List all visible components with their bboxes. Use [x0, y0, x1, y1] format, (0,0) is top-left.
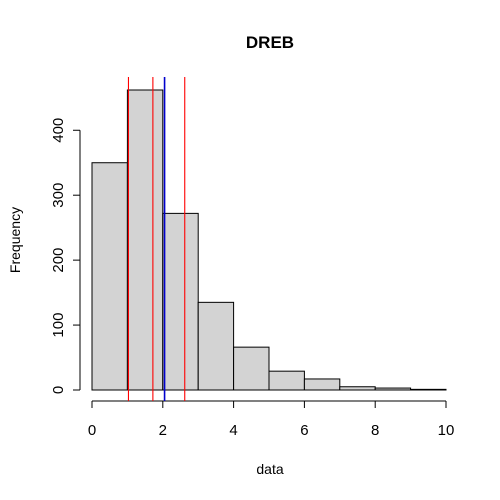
y-axis: 0 100 200 300 400 [50, 118, 81, 394]
x-tick-label: 0 [88, 422, 96, 439]
histogram-bar [197, 301, 235, 391]
histogram-bar [374, 387, 412, 391]
x-axis-label: data [256, 461, 283, 477]
y-tick-label: 200 [50, 248, 67, 273]
x-tick-label: 8 [371, 422, 379, 439]
x-tick-label: 4 [229, 422, 237, 439]
reference-lines [127, 77, 186, 401]
x-tick-label: 6 [300, 422, 308, 439]
histogram-bar [339, 386, 376, 391]
histogram-bar [303, 378, 341, 391]
y-tick-label: 400 [50, 118, 67, 143]
histogram-bar [162, 212, 199, 391]
y-tick-label: 0 [50, 386, 67, 394]
histogram-bar [410, 388, 447, 391]
y-tick-label: 300 [50, 183, 67, 208]
histogram-bar [91, 162, 128, 391]
x-tick-label: 2 [159, 422, 167, 439]
bars-group [91, 89, 447, 391]
histogram-bar [233, 346, 270, 391]
x-axis: 0 2 4 6 8 10 [88, 400, 455, 439]
histogram-bar [126, 89, 164, 391]
x-tick-label: 10 [438, 422, 455, 439]
histogram-bar [268, 370, 305, 391]
y-tick-label: 100 [50, 313, 67, 338]
y-axis-label: Frequency [7, 207, 23, 273]
chart-title: DREB [246, 33, 294, 52]
